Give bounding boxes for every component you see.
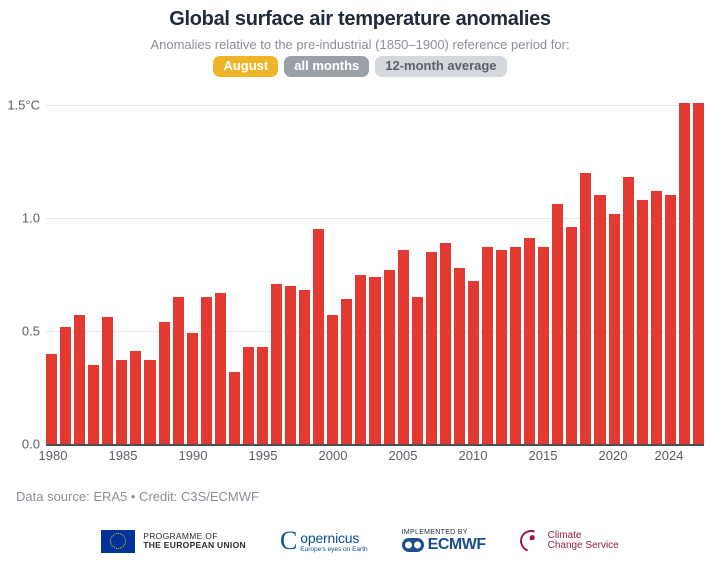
bar <box>412 297 423 444</box>
copernicus-logo: C opernicus Europe's eyes on Earth <box>280 526 368 556</box>
x-tick-label: 2010 <box>459 448 488 463</box>
x-tick-label: 1985 <box>109 448 138 463</box>
ccs-icon <box>516 526 545 555</box>
x-tick-label: 1990 <box>179 448 208 463</box>
bar <box>651 191 662 444</box>
bar <box>679 103 690 444</box>
bar <box>609 214 620 444</box>
bar <box>384 270 395 444</box>
bar <box>74 315 85 444</box>
bar <box>257 347 268 444</box>
x-axis: 1980198519901995200020052010201520202024 <box>46 444 704 468</box>
chart-area: 0.00.51.01.5°C19801985199019952000200520… <box>46 96 704 444</box>
bar <box>468 281 479 444</box>
filter-pill-all-months[interactable]: all months <box>284 56 369 77</box>
ecmwf-icon <box>402 538 424 552</box>
bar <box>327 315 338 444</box>
bar <box>580 173 591 444</box>
copernicus-tagline: Europe's eyes on Earth <box>300 546 367 553</box>
x-tick-label: 1980 <box>39 448 68 463</box>
bar <box>215 293 226 444</box>
bar <box>510 247 521 444</box>
x-tick-label: 1995 <box>249 448 278 463</box>
bar <box>426 252 437 444</box>
bar <box>623 177 634 444</box>
x-tick-label: 2005 <box>389 448 418 463</box>
bar <box>88 365 99 444</box>
bar <box>173 297 184 444</box>
bar <box>341 299 352 444</box>
eu-flag-icon <box>101 530 135 553</box>
eu-line2: THE EUROPEAN UNION <box>143 541 246 550</box>
bar <box>187 333 198 444</box>
bar <box>454 268 465 444</box>
bar <box>496 250 507 444</box>
bar <box>482 247 493 444</box>
bar <box>299 290 310 444</box>
filter-pills: August all months 12-month average <box>0 56 720 77</box>
copernicus-name: opernicus <box>300 530 367 546</box>
copernicus-c-icon: C <box>280 526 297 556</box>
chart-subtitle: Anomalies relative to the pre-industrial… <box>0 37 720 52</box>
y-tick-label: 1.5°C <box>7 98 46 113</box>
bar <box>594 195 605 444</box>
bar <box>665 195 676 444</box>
bar <box>285 286 296 444</box>
eu-logo: PROGRAMME OF THE EUROPEAN UNION <box>101 530 246 553</box>
bar <box>313 229 324 444</box>
bar <box>524 238 535 444</box>
bar <box>355 275 366 444</box>
x-tick-label: 2000 <box>319 448 348 463</box>
climate-change-service-logo: Climate Change Service <box>520 530 619 552</box>
bar <box>637 200 648 444</box>
bar <box>60 327 71 445</box>
bar <box>159 322 170 444</box>
bar <box>271 284 282 444</box>
x-tick-label: 2015 <box>529 448 558 463</box>
bar <box>566 227 577 444</box>
chart-title: Global surface air temperature anomalies <box>0 0 720 31</box>
bar <box>116 360 127 444</box>
bar <box>144 360 155 444</box>
x-tick-label: 2020 <box>599 448 628 463</box>
filter-pill-12-month-average[interactable]: 12-month average <box>375 56 506 77</box>
bars-container <box>46 96 704 444</box>
bar <box>229 372 240 444</box>
ccs-line2: Change Service <box>548 541 619 551</box>
bar <box>440 243 451 444</box>
bar <box>369 277 380 444</box>
y-tick-label: 1.0 <box>22 211 46 226</box>
bar <box>693 103 704 444</box>
bar <box>538 247 549 444</box>
bar <box>201 297 212 444</box>
bar <box>46 354 57 444</box>
bar <box>102 317 113 444</box>
bar <box>552 204 563 444</box>
ecmwf-name: ECMWF <box>428 536 486 554</box>
bar <box>398 250 409 444</box>
ecmwf-tag: IMPLEMENTED BY <box>402 529 486 536</box>
credit-line: Data source: ERA5 • Credit: C3S/ECMWF <box>16 489 259 504</box>
ecmwf-logo: IMPLEMENTED BY ECMWF <box>402 529 486 554</box>
bar <box>130 351 141 444</box>
y-tick-label: 0.5 <box>22 324 46 339</box>
filter-pill-August[interactable]: August <box>213 56 278 77</box>
logo-row: PROGRAMME OF THE EUROPEAN UNION C operni… <box>0 526 720 556</box>
bar <box>243 347 254 444</box>
x-tick-label: 2024 <box>655 448 684 463</box>
